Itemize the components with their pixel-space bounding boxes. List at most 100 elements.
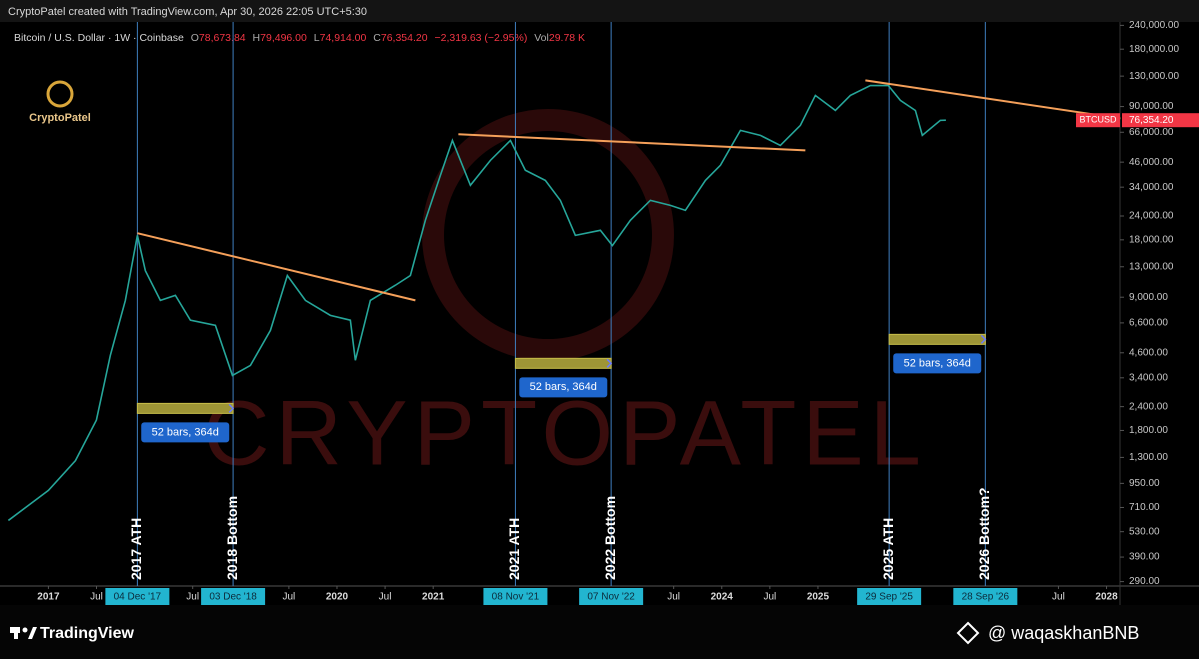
date-label: 08 Nov '21 (492, 592, 540, 603)
ohlc-value: 74,914.00 (320, 32, 367, 44)
x-tick-label: Jul (186, 592, 199, 603)
y-tick-label: 3,400.00 (1129, 372, 1168, 383)
logo-icon (46, 80, 74, 108)
date-label-box (953, 588, 1018, 605)
event-label: 2018 Bottom (224, 496, 240, 580)
y-tick-label: 66,000.00 (1129, 127, 1174, 138)
y-tick-label: 34,000.00 (1129, 182, 1174, 193)
price-tag-box (1122, 113, 1199, 128)
date-label-box (105, 588, 170, 605)
y-tick-label: 240,000.00 (1129, 20, 1179, 31)
y-tick-label: 4,600.00 (1129, 347, 1168, 358)
y-tick-label: 950.00 (1129, 478, 1160, 489)
range-arrow (228, 403, 235, 413)
y-tick-label: 290.00 (1129, 576, 1160, 587)
legend-line: Bitcoin / U.S. Dollar · 1W · Coinbase O7… (14, 32, 585, 44)
date-label: 04 Dec '17 (114, 592, 162, 603)
header: CryptoPatel created with TradingView.com… (8, 6, 367, 18)
range-label-box (893, 353, 982, 374)
symbol-title: Bitcoin / U.S. Dollar · 1W · Coinbase (14, 32, 184, 44)
x-tick-label: Jul (667, 592, 680, 603)
ohlc-value: 79,496.00 (260, 32, 307, 44)
x-tick-label: Jul (763, 592, 776, 603)
x-tick-label: 2020 (326, 592, 349, 603)
change: −2,319.63 (−2.95%) (435, 32, 528, 44)
x-tick-label: Jul (282, 592, 295, 603)
date-label: 07 Nov '22 (587, 592, 635, 603)
date-label-box (857, 588, 922, 605)
watermark-swoosh (422, 109, 674, 361)
range-box (888, 333, 986, 345)
date-label-box (579, 588, 644, 605)
ohlc-key: O (191, 32, 199, 44)
y-tick-label: 13,000.00 (1129, 261, 1174, 272)
logo-shape (22, 627, 28, 633)
x-tick-label: Jul (379, 592, 392, 603)
logo-text: CryptoPatel (29, 112, 91, 124)
date-label-box (201, 588, 266, 605)
y-tick-label: 530.00 (1129, 526, 1160, 537)
x-tick-label: 2017 (37, 592, 60, 603)
logo: CryptoPatel (29, 80, 91, 124)
x-tick-label: Jul (1052, 592, 1065, 603)
watermark: CRYPTOPATEL (203, 382, 927, 484)
logo-shape (28, 627, 37, 639)
x-tick-label: 2025 (807, 592, 830, 603)
range-arrow (606, 358, 613, 368)
range-label-box (141, 422, 230, 443)
handle-icon (956, 621, 980, 645)
ohlc-key: L (314, 32, 320, 44)
y-tick-label: 1,800.00 (1129, 425, 1168, 436)
y-tick-label: 24,000.00 (1129, 211, 1174, 222)
ohlc-key: C (373, 32, 381, 44)
date-label: 03 Dec '18 (209, 592, 257, 603)
y-tick-label: 180,000.00 (1129, 44, 1179, 55)
event-label: 2017 ATH (128, 518, 144, 580)
y-tick-label: 2,400.00 (1129, 401, 1168, 412)
x-tick-label: 2028 (1095, 592, 1118, 603)
event-label: 2026 Bottom? (976, 487, 992, 580)
logo-shape (14, 627, 18, 639)
event-label: 2025 ATH (880, 518, 896, 580)
y-tick-label: 18,000.00 (1129, 234, 1174, 245)
y-tick-label: 710.00 (1129, 502, 1160, 513)
event-label: 2022 Bottom (602, 496, 618, 580)
y-tick-label: 6,600.00 (1129, 318, 1168, 329)
volume-value: 29.78 K (549, 32, 585, 44)
trendline (865, 79, 1121, 120)
x-tick-label: 2024 (711, 592, 734, 603)
trendline (458, 133, 806, 152)
range-label: 52 bars, 364d (904, 357, 971, 369)
tradingview-logo: TradingView (10, 625, 135, 642)
x-tick-label: Jul (90, 592, 103, 603)
ohlc-key: H (253, 32, 261, 44)
date-label: 29 Sep '25 (865, 592, 913, 603)
range-label: 52 bars, 364d (530, 381, 597, 393)
range-arrow (980, 334, 987, 344)
y-tick-label: 9,000.00 (1129, 292, 1168, 303)
range-label-box (519, 377, 608, 398)
symbol-tag: BTCUSD (1079, 115, 1117, 125)
range-box (514, 357, 612, 369)
footer-handle: @ waqaskhanBNB (988, 623, 1139, 643)
y-tick-label: 46,000.00 (1129, 157, 1174, 168)
handle: @ waqaskhanBNB (956, 621, 1139, 645)
y-tick-label: 130,000.00 (1129, 71, 1179, 82)
trendline (137, 232, 416, 302)
price-tag: 76,354.20 (1129, 115, 1174, 126)
range-label: 52 bars, 364d (152, 426, 219, 438)
ohlc-value: 78,673.84 (199, 32, 246, 44)
range-box (136, 402, 234, 414)
date-label-box (483, 588, 548, 605)
y-tick-label: 1,300.00 (1129, 452, 1168, 463)
footer-bar (0, 605, 1199, 659)
y-tick-label: 390.00 (1129, 552, 1160, 563)
volume-key: Vol (534, 32, 549, 44)
watermark-group: CRYPTOPATEL (203, 109, 927, 484)
y-tick-label: 90,000.00 (1129, 101, 1174, 112)
ohlc-value: 76,354.20 (381, 32, 428, 44)
event-label: 2021 ATH (506, 518, 522, 580)
symbol-tag-box (1076, 113, 1120, 128)
